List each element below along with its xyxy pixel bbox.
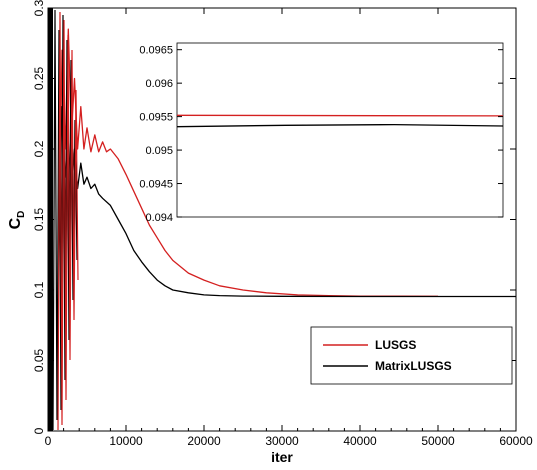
- x-axis-title: iter: [271, 449, 293, 465]
- legend-box: [310, 326, 513, 385]
- legend-label-matrixlusgs: MatrixLUSGS: [375, 359, 452, 373]
- y-tick-label: 0.05: [32, 348, 46, 372]
- inset-y-tick-label: 0.0955: [139, 112, 173, 124]
- inset-y-tick-label: 0.095: [145, 145, 173, 157]
- x-tick-label: 40000: [343, 434, 377, 448]
- y-tick-label: 0.2: [32, 140, 46, 157]
- inset-series-line-matrixlusgs: [176, 123, 504, 128]
- x-tick-label: 10000: [109, 434, 143, 448]
- y-axis-ticks: 0 0.05 0.1 0.15 0.2 0.25 0.3: [32, 0, 516, 434]
- inset-y-tick-label: 0.096: [145, 78, 173, 90]
- y-tick-label: 0.15: [32, 207, 46, 231]
- svg-text:CD: CD: [7, 211, 27, 230]
- inset-series-line-lusgs: [176, 114, 504, 117]
- inset-y-axis-ticks: 0.094 0.0945 0.095 0.0955 0.096 0.0965: [139, 45, 503, 224]
- y-tick-label: 0.25: [32, 66, 46, 90]
- y-axis-title: CD: [7, 211, 27, 230]
- x-axis-ticks: 0 10000 20000 30000 40000 50000 60000: [45, 8, 533, 448]
- legend-label-lusgs: LUSGS: [375, 338, 416, 352]
- inset-y-tick-label: 0.0945: [139, 179, 173, 191]
- y-tick-label: 0: [32, 427, 46, 434]
- initial-oscillation-red: [57, 11, 79, 431]
- x-tick-label: 20000: [187, 434, 221, 448]
- inset-y-tick-label: 0.094: [145, 212, 173, 224]
- initial-oscillation-black: [52, 9, 78, 431]
- x-tick-label: 60000: [499, 434, 533, 448]
- legend: LUSGS MatrixLUSGS: [310, 326, 513, 385]
- y-tick-label: 0.1: [32, 281, 46, 298]
- x-tick-label: 30000: [265, 434, 299, 448]
- inset-frame: [176, 42, 504, 218]
- x-tick-label: 50000: [421, 434, 455, 448]
- y-axis-title-main: C: [7, 217, 24, 229]
- inset-plot-area: [176, 114, 504, 128]
- y-tick-label: 0.3: [32, 0, 46, 16]
- y-axis-title-subscript: D: [16, 211, 27, 218]
- x-tick-label: 0: [45, 434, 52, 448]
- inset-y-tick-label: 0.0965: [139, 45, 173, 57]
